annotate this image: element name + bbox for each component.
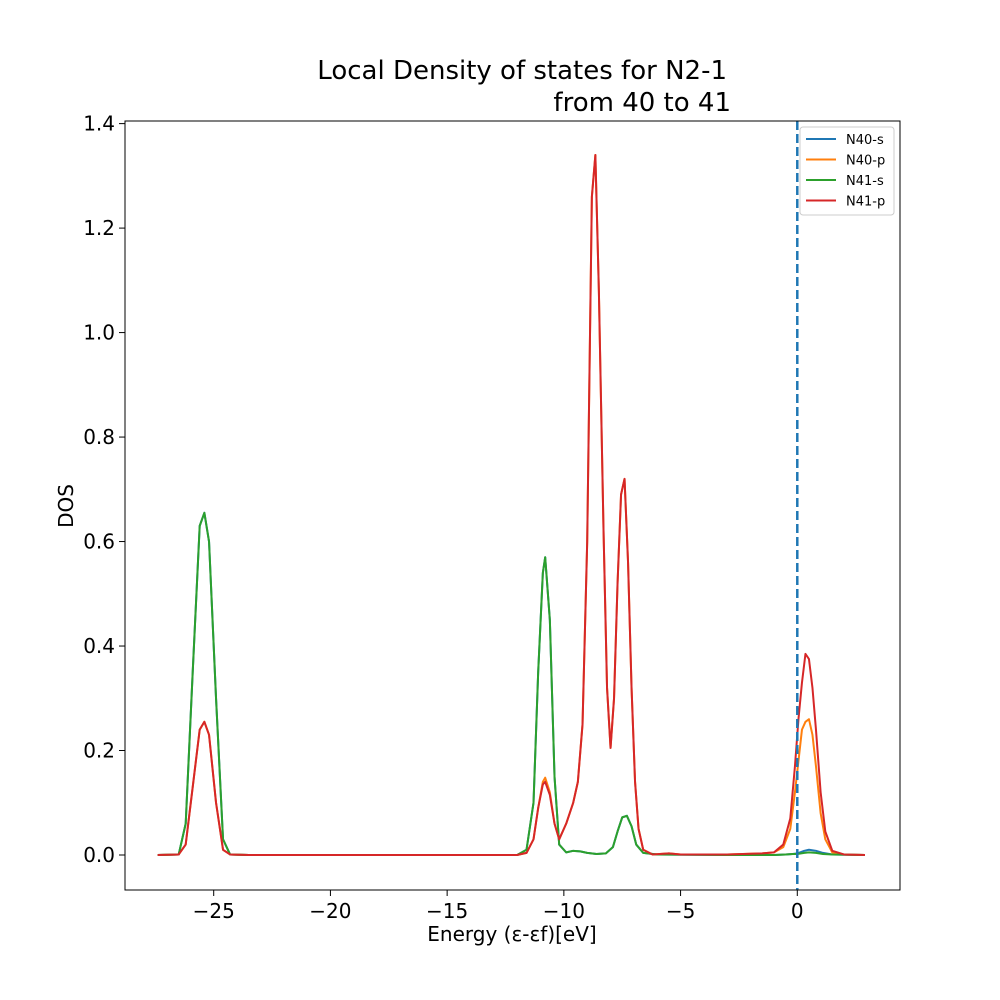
x-tick-label: −5 xyxy=(666,899,695,923)
legend: N40-s N40-p N41-s N41-p xyxy=(799,126,895,216)
legend-box xyxy=(799,126,895,216)
x-tick-label: −20 xyxy=(309,899,351,923)
series-line-n41-s xyxy=(157,511,865,856)
x-tick-label: −25 xyxy=(193,899,235,923)
chart-title-line-2: from 40 to 41 xyxy=(553,88,731,118)
plot-area xyxy=(124,120,901,891)
y-tick-label: 0.2 xyxy=(83,739,115,763)
chart-title-line-1: Local Density of states for N2-1 xyxy=(317,56,727,86)
y-axis-label: DOS xyxy=(54,484,78,528)
y-tick-label: 0.4 xyxy=(83,634,115,658)
legend-label-n41-s: N41-s xyxy=(846,174,884,189)
y-tick-label: 1.2 xyxy=(83,216,115,240)
x-axis-ticks: −25 −20 −15 −10 −5 0 xyxy=(193,890,804,923)
y-tick-label: 0.8 xyxy=(83,425,115,449)
y-axis-ticks: 0.0 0.2 0.4 0.6 0.8 1.0 1.2 1.4 xyxy=(83,112,125,867)
legend-label-n40-s: N40-s xyxy=(846,133,884,148)
plot-frame xyxy=(124,120,901,891)
legend-label-n41-p: N41-p xyxy=(846,195,885,210)
y-tick-label: 1.4 xyxy=(83,112,115,136)
legend-label-n40-p: N40-p xyxy=(846,154,885,169)
x-tick-label: 0 xyxy=(791,899,804,923)
x-tick-label: −10 xyxy=(543,899,585,923)
y-tick-label: 0.0 xyxy=(83,843,115,867)
y-tick-label: 1.0 xyxy=(83,321,115,345)
series-line-n41-p xyxy=(157,153,866,856)
x-axis-label: Energy (ε-εf)[eV] xyxy=(427,922,596,946)
x-tick-label: −15 xyxy=(426,899,468,923)
y-tick-label: 0.6 xyxy=(83,530,115,554)
